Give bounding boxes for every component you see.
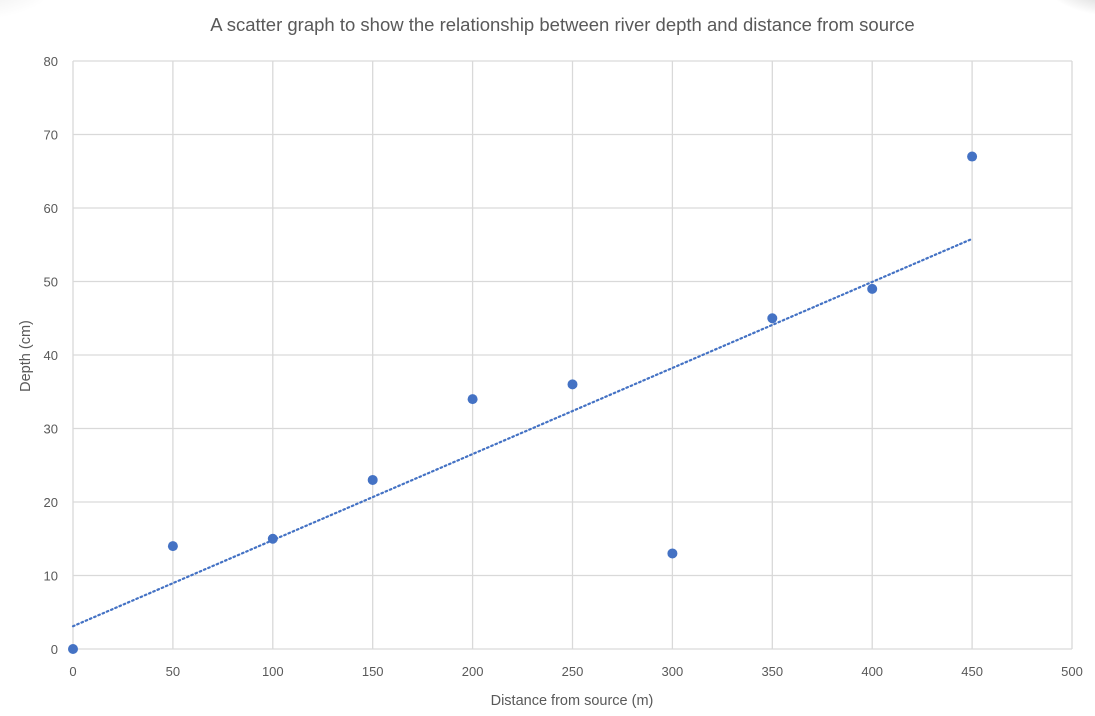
scatter-point — [367, 474, 378, 485]
y-tick-label: 60 — [44, 201, 58, 216]
x-axis-ticks: 0 50 100 150 200 250 300 350 400 450 500 — [69, 664, 1082, 679]
scatter-point — [867, 283, 878, 294]
data-points — [68, 151, 978, 654]
scatter-point — [567, 379, 578, 390]
x-axis-label: Distance from source (m) — [491, 693, 654, 709]
x-tick-label: 400 — [861, 664, 883, 679]
y-tick-label: 0 — [51, 642, 58, 657]
trendline — [71, 237, 974, 628]
y-tick-label: 50 — [44, 275, 58, 290]
x-tick-label: 0 — [69, 664, 76, 679]
y-tick-label: 80 — [44, 54, 58, 69]
scatter-point — [167, 541, 178, 552]
gridlines — [72, 60, 1073, 650]
scatter-point — [667, 548, 678, 559]
y-tick-label: 70 — [44, 128, 58, 143]
chart-title: A scatter graph to show the relationship… — [210, 14, 915, 35]
linear-trendline — [71, 237, 974, 628]
x-tick-label: 100 — [262, 664, 284, 679]
y-tick-label: 40 — [44, 348, 58, 363]
x-tick-label: 350 — [761, 664, 783, 679]
scatter-point — [967, 151, 978, 162]
y-tick-label: 30 — [44, 422, 58, 437]
y-tick-label: 10 — [44, 569, 58, 584]
x-tick-label: 50 — [166, 664, 180, 679]
y-tick-label: 20 — [44, 495, 58, 510]
scatter-point — [467, 394, 478, 405]
x-tick-label: 250 — [562, 664, 584, 679]
y-axis-ticks: 0 10 20 30 40 50 60 70 80 — [44, 54, 58, 657]
x-tick-label: 300 — [662, 664, 684, 679]
scatter-point — [68, 644, 78, 654]
y-axis-label: Depth (cm) — [18, 320, 34, 392]
x-tick-label: 150 — [362, 664, 384, 679]
scatter-point — [767, 313, 778, 324]
scatter-point — [267, 533, 278, 544]
x-tick-label: 450 — [961, 664, 983, 679]
x-tick-label: 500 — [1061, 664, 1083, 679]
x-tick-label: 200 — [462, 664, 484, 679]
